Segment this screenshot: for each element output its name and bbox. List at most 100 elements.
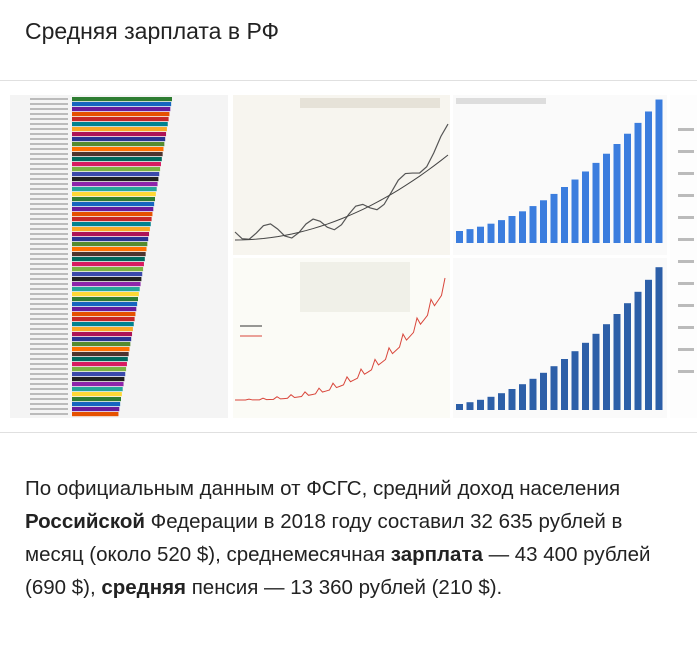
thumb-shape (72, 322, 134, 327)
thumb-shape (72, 342, 131, 347)
thumb-shape (30, 103, 68, 105)
thumb-shape (72, 362, 127, 367)
thumb-shape (30, 258, 68, 260)
thumb-shape (30, 378, 68, 380)
thumb-shape (30, 188, 68, 190)
thumb-shape (72, 332, 133, 337)
thumb-shape (30, 168, 68, 170)
thumb-shape (72, 377, 125, 382)
card-title: Средняя зарплата в РФ (25, 18, 280, 44)
thumb-shape (30, 238, 68, 240)
thumb-shape (30, 118, 68, 120)
thumb-shape (30, 313, 68, 315)
bold-text: зарплата (390, 543, 483, 566)
thumb-shape (30, 108, 68, 110)
thumb-shape (30, 298, 68, 300)
thumb-shape (30, 263, 68, 265)
thumb-shape (72, 297, 138, 302)
thumb-shape (72, 222, 151, 227)
thumb-shape (72, 397, 121, 402)
thumb-shape (603, 324, 610, 410)
thumb-shape (30, 393, 68, 395)
thumb-shape (30, 133, 68, 135)
thumb-shape (561, 187, 568, 243)
thumb-shape (72, 232, 150, 237)
thumb-shape (30, 273, 68, 275)
thumb-shape (30, 163, 68, 165)
thumb-shape (72, 202, 155, 207)
thumb-shape (72, 182, 158, 187)
thumb-shape (72, 292, 139, 297)
thumb-shape (487, 396, 495, 410)
thumb-shape (30, 253, 68, 255)
thumb-shape (550, 366, 558, 410)
thumb-shape (72, 257, 145, 262)
thumb-shape (519, 384, 526, 410)
thumb-shape (72, 412, 119, 417)
thumb-shape (72, 132, 167, 137)
divider (0, 80, 697, 81)
thumb-shape (678, 370, 694, 373)
thumb-shape (72, 152, 163, 157)
thumb-shape (72, 107, 171, 112)
image-collage[interactable] (0, 0, 697, 432)
thumb-shape (72, 277, 142, 282)
thumb-shape (456, 98, 546, 104)
thumb-shape (466, 229, 474, 243)
thumb-shape (456, 231, 463, 243)
thumb-shape (72, 242, 148, 247)
thumb-shape (72, 97, 172, 102)
thumb-shape (466, 402, 474, 410)
thumb-shape (72, 142, 165, 147)
thumb-shape (561, 359, 568, 410)
thumb-blue-bars[interactable] (453, 258, 667, 418)
thumb-shape (645, 279, 652, 410)
thumb-shape (678, 216, 694, 219)
thumb-shape (624, 303, 631, 410)
thumb-shape (571, 351, 579, 410)
thumb-shape (30, 368, 68, 370)
thumb-shape (30, 153, 68, 155)
thumb-shape (30, 398, 68, 400)
thumb-shape (72, 347, 130, 352)
thumb-shape (678, 128, 694, 131)
thumb-shape (72, 252, 146, 257)
thumb-shape (72, 162, 161, 167)
thumb-shape (678, 304, 694, 307)
thumb-shape (30, 138, 68, 140)
thumb-shape (477, 399, 484, 410)
thumb-shape (519, 211, 526, 243)
thumb-shape (487, 223, 495, 243)
snippet-text: По официальным данным от ФСГС, средний д… (25, 472, 675, 604)
thumb-shape (634, 291, 642, 410)
thumb-shape (72, 112, 170, 117)
thumb-shape (30, 303, 68, 305)
thumb-shape (72, 167, 161, 172)
thumb-shape (678, 326, 694, 329)
thumb-shape (678, 282, 694, 285)
thumb-shape (72, 117, 169, 122)
bold-text: Российской (25, 510, 145, 533)
thumb-shape (300, 262, 410, 312)
text: Федерации в 2018 году составил 32 635 ру… (25, 510, 623, 566)
thumb-shape (529, 206, 537, 243)
thumb-shape (645, 111, 652, 243)
thumb-shape (571, 179, 579, 243)
thumb-shape (613, 314, 621, 410)
thumb-line-chart[interactable] (233, 95, 450, 255)
thumb-shape (655, 267, 663, 410)
thumb-shape (30, 308, 68, 310)
thumb-shape (30, 203, 68, 205)
thumb-shape (592, 333, 600, 410)
thumb-shape (30, 403, 68, 405)
thumb-shape (624, 133, 631, 243)
thumb-partial[interactable] (670, 95, 697, 418)
thumb-shape (300, 98, 440, 108)
thumb-shape (72, 102, 172, 107)
thumb-shape (529, 378, 537, 410)
thumb-shape (30, 128, 68, 130)
thumb-shape (72, 227, 150, 232)
thumb-shape (30, 293, 68, 295)
thumb-shape (72, 177, 159, 182)
